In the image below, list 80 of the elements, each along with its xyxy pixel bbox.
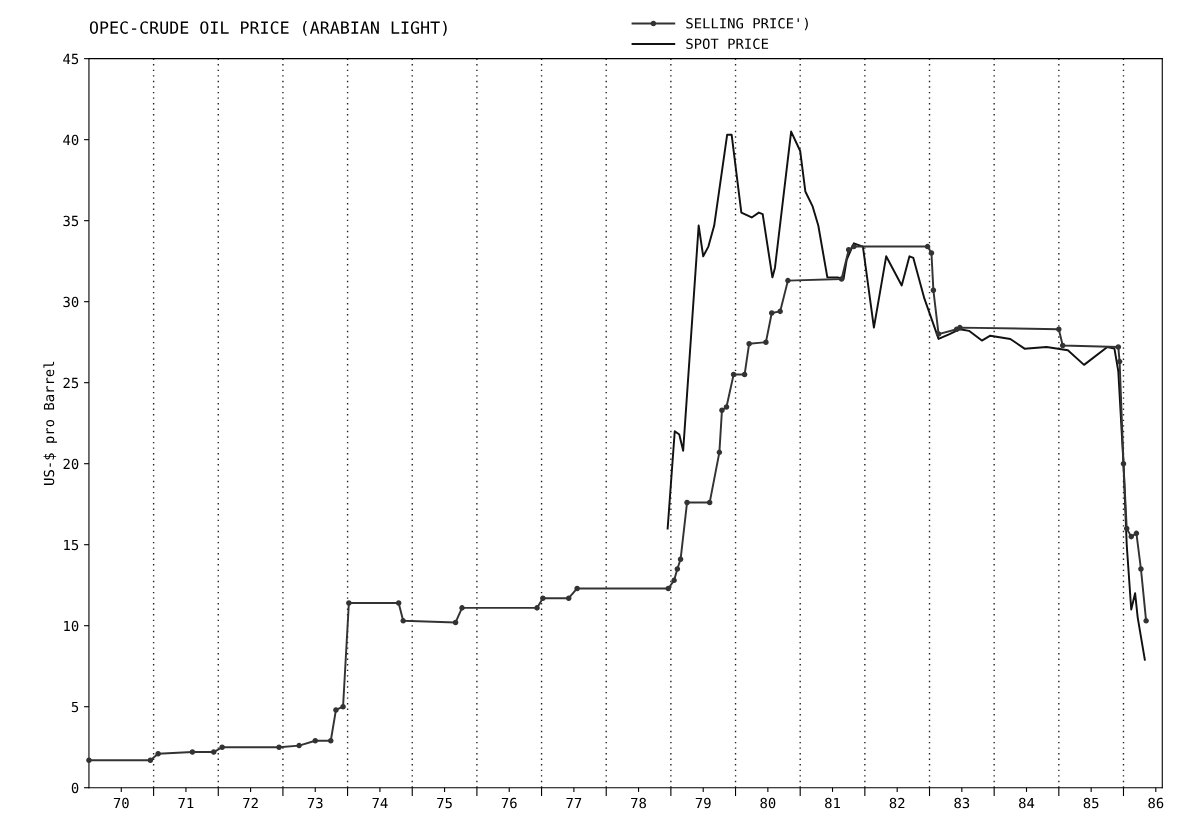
legend-label: SELLING PRICE')	[686, 17, 808, 31]
y-axis-title: US-$ pro Barrel	[43, 361, 57, 485]
y-tick-label: 30	[63, 296, 79, 308]
x-tick-label: 75	[437, 797, 452, 809]
x-tick-label: 76	[501, 797, 517, 809]
point	[565, 595, 572, 601]
point	[665, 585, 672, 592]
y-tick-label: 15	[64, 539, 79, 551]
x-tick-label: 86	[1148, 797, 1164, 809]
x-tick-label: 85	[1083, 797, 1099, 809]
y-tick-label: 35	[63, 215, 79, 227]
x-tick-label: 72	[243, 797, 258, 809]
point	[845, 247, 852, 253]
point	[785, 277, 791, 284]
point	[395, 600, 402, 606]
point	[400, 618, 406, 624]
point	[719, 407, 725, 414]
point	[935, 331, 942, 337]
point	[86, 757, 92, 763]
point	[763, 339, 769, 345]
point	[219, 744, 225, 750]
point	[340, 703, 346, 710]
x-tick-label: 70	[113, 797, 129, 809]
point	[296, 742, 302, 749]
point	[1133, 530, 1140, 537]
x-tick-label: 80	[760, 797, 776, 809]
point	[957, 324, 963, 331]
point	[716, 449, 723, 456]
point	[312, 737, 319, 744]
x-tick-label: 78	[631, 797, 647, 809]
point	[189, 749, 196, 755]
point	[459, 605, 465, 611]
point	[671, 577, 677, 584]
point	[851, 243, 857, 250]
point	[534, 605, 540, 611]
point	[1128, 533, 1135, 540]
y-tick-label: 5	[71, 701, 79, 713]
point	[1138, 566, 1144, 572]
x-tick-label: 74	[372, 797, 388, 809]
x-tick-label: 82	[889, 797, 905, 809]
legend-label: SPOT PRICE	[686, 38, 769, 50]
point	[930, 287, 937, 294]
point	[1059, 342, 1066, 349]
point	[1123, 525, 1130, 532]
point	[741, 371, 748, 378]
x-tick-label: 79	[695, 797, 711, 809]
point	[147, 757, 154, 763]
x-tick-label: 83	[954, 797, 970, 809]
point	[706, 499, 713, 506]
point	[1115, 344, 1122, 350]
line-series	[666, 130, 1146, 661]
point	[210, 749, 217, 755]
y-tick-label: 25	[63, 377, 79, 389]
point	[276, 744, 282, 750]
point	[333, 707, 339, 713]
y-tick-label: 10	[64, 620, 79, 632]
point	[452, 619, 459, 626]
point	[574, 585, 580, 592]
x-tick-label: 77	[566, 797, 582, 809]
point	[1116, 358, 1123, 365]
y-tick-label: 40	[63, 134, 79, 146]
x-tick-label: 84	[1019, 797, 1035, 809]
x-tick-label: 81	[825, 797, 840, 809]
x-tick-label: 71	[178, 797, 194, 809]
x-tick-label: 73	[307, 797, 323, 809]
y-tick-label: 0	[71, 782, 79, 794]
point	[684, 499, 690, 506]
chart-title: OPEC-CRUDE OIL PRICE (ARABIAN LIGHT)	[89, 21, 447, 36]
point	[838, 276, 845, 282]
y-tick-label: 45	[63, 53, 79, 65]
point	[1143, 618, 1149, 624]
point	[746, 341, 752, 347]
point	[155, 750, 161, 757]
y-tick-label: 20	[63, 458, 79, 470]
point	[674, 566, 681, 572]
point	[768, 310, 775, 316]
point	[677, 556, 684, 563]
point	[327, 737, 334, 744]
point	[777, 308, 783, 315]
point	[723, 404, 730, 410]
